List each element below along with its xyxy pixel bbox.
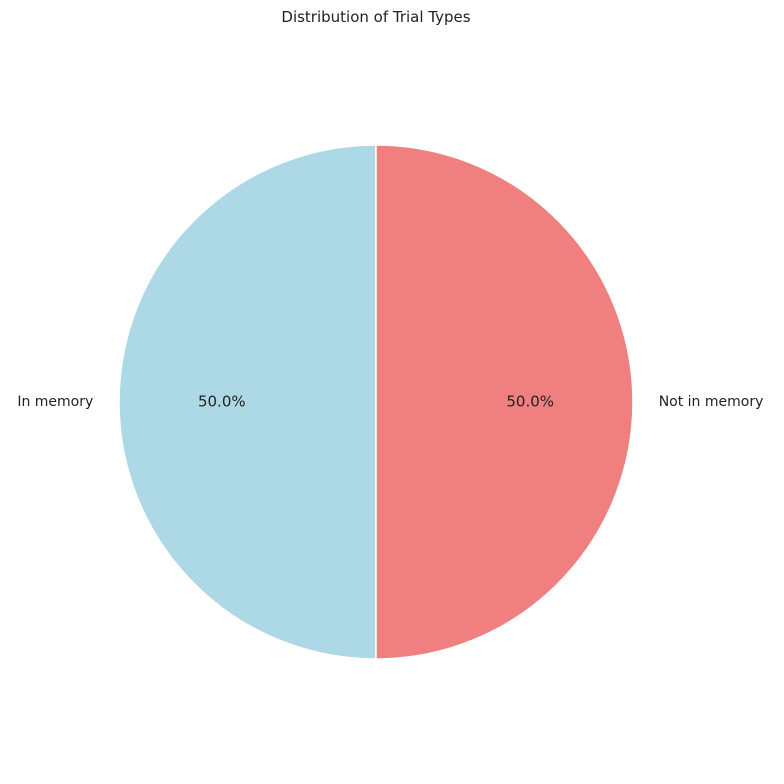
slice-label-not-in-memory: Not in memory (659, 394, 764, 410)
slice-percent-in-memory: 50.0% (198, 393, 246, 411)
pie-labels: In memory 50.0% Not in memory 50.0% (17, 393, 763, 411)
pie-slices (118, 144, 634, 660)
pie-slice-in-memory (118, 144, 377, 660)
slice-percent-not-in-memory: 50.0% (506, 393, 554, 411)
chart-title: Distribution of Trial Types (281, 8, 470, 26)
pie-slice-not-in-memory (375, 144, 634, 660)
slice-label-in-memory: In memory (17, 394, 93, 410)
